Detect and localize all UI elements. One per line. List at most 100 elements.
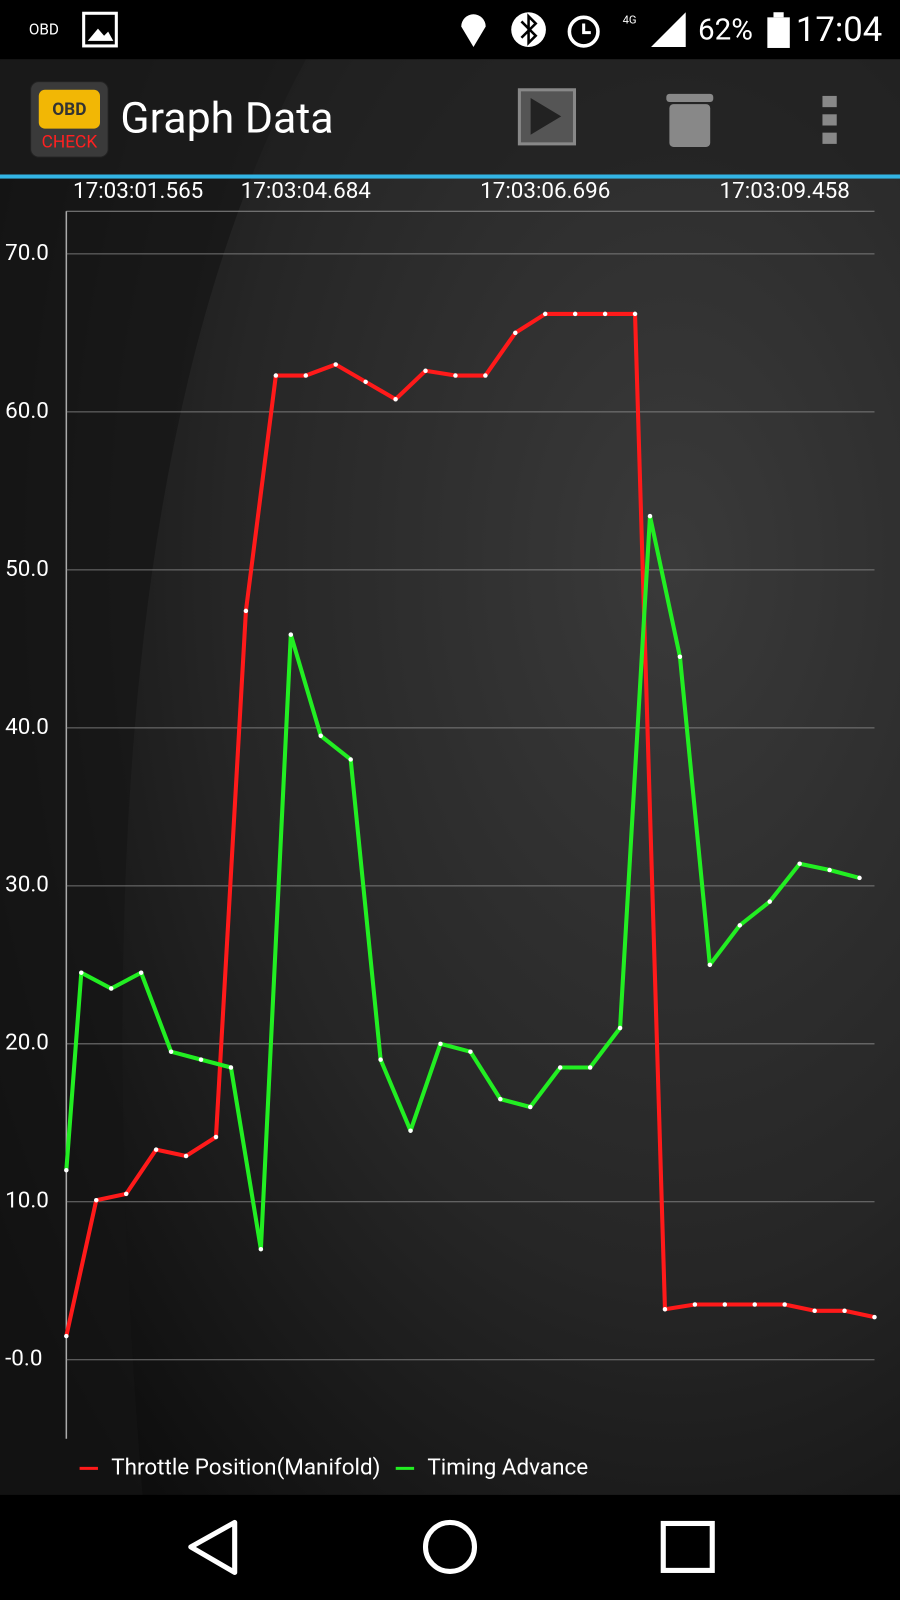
data-point bbox=[348, 757, 353, 762]
network-type: 4G bbox=[623, 13, 637, 26]
alarm-icon bbox=[567, 15, 600, 48]
battery-tip bbox=[773, 12, 784, 18]
data-point bbox=[408, 1128, 413, 1133]
data-point bbox=[557, 1065, 563, 1070]
data-point bbox=[183, 1153, 189, 1159]
play-button[interactable] bbox=[517, 88, 577, 146]
data-point bbox=[782, 1302, 787, 1307]
data-point bbox=[632, 311, 638, 317]
data-point bbox=[393, 396, 398, 402]
data-point bbox=[213, 1134, 219, 1140]
logo-bottom: CHECK bbox=[42, 132, 98, 152]
data-point bbox=[438, 1041, 443, 1047]
delete-lid bbox=[666, 93, 714, 103]
y-tick-label: 60.0 bbox=[5, 398, 49, 424]
data-point bbox=[168, 1049, 174, 1054]
play-symbol bbox=[530, 97, 562, 135]
data-point bbox=[468, 1049, 473, 1054]
y-tick-label: 50.0 bbox=[5, 556, 49, 582]
data-point bbox=[303, 373, 309, 378]
home-button[interactable] bbox=[422, 1519, 478, 1574]
x-tick-label: 17:03:01.565 bbox=[73, 178, 203, 204]
data-point bbox=[123, 1191, 129, 1197]
y-tick-label: -0.0 bbox=[5, 1346, 42, 1372]
menu-dot bbox=[822, 95, 837, 108]
background-shade bbox=[0, 59, 307, 1498]
menu-dot bbox=[822, 132, 837, 144]
y-tick-label: 70.0 bbox=[5, 240, 49, 266]
overflow-menu[interactable] bbox=[822, 95, 837, 144]
data-point bbox=[647, 513, 653, 519]
data-point bbox=[767, 899, 772, 904]
legend-label: Throttle Position(Manifold) bbox=[111, 1454, 380, 1480]
data-point bbox=[64, 1167, 69, 1173]
data-point bbox=[587, 1065, 593, 1070]
data-point bbox=[707, 962, 713, 968]
logo-engine bbox=[38, 89, 100, 129]
data-point bbox=[528, 1104, 533, 1110]
data-point bbox=[153, 1147, 159, 1152]
menu-dot bbox=[822, 114, 837, 126]
data-point bbox=[94, 1197, 99, 1203]
x-tick-label: 17:03:06.696 bbox=[480, 178, 610, 204]
x-tick-label: 17:03:09.458 bbox=[720, 178, 850, 204]
data-point bbox=[513, 330, 518, 336]
alarm-hands bbox=[582, 23, 591, 35]
data-point bbox=[812, 1308, 817, 1314]
navigation-bar bbox=[0, 1494, 900, 1600]
y-tick-label: 40.0 bbox=[5, 714, 49, 740]
app-bar-divider bbox=[0, 174, 900, 179]
delete-button[interactable] bbox=[669, 104, 711, 147]
data-point bbox=[498, 1096, 503, 1102]
data-point bbox=[288, 632, 294, 637]
data-point bbox=[842, 1308, 847, 1314]
data-point bbox=[108, 986, 114, 991]
location-icon bbox=[461, 14, 486, 47]
data-point bbox=[692, 1302, 698, 1307]
data-point bbox=[378, 1057, 383, 1062]
data-point bbox=[228, 1065, 234, 1070]
data-point bbox=[602, 311, 608, 317]
data-point bbox=[752, 1302, 758, 1307]
data-point bbox=[453, 373, 458, 378]
x-tick-label: 17:03:04.684 bbox=[241, 178, 372, 204]
data-point bbox=[857, 875, 862, 881]
data-point bbox=[662, 1306, 668, 1312]
data-point bbox=[797, 861, 802, 866]
app-bar bbox=[0, 59, 900, 176]
data-point bbox=[64, 1333, 69, 1339]
data-point bbox=[617, 1025, 623, 1031]
y-tick-label: 20.0 bbox=[5, 1030, 49, 1056]
data-point bbox=[483, 373, 488, 378]
data-point bbox=[198, 1057, 204, 1062]
image-icon bbox=[82, 11, 118, 48]
data-point bbox=[872, 1314, 877, 1320]
back-button[interactable] bbox=[188, 1519, 238, 1576]
data-point bbox=[273, 373, 279, 378]
status-bar bbox=[0, 0, 900, 60]
data-point bbox=[827, 867, 832, 873]
data-point bbox=[677, 654, 683, 659]
legend-label: Timing Advance bbox=[427, 1454, 588, 1480]
app-title: Graph Data bbox=[120, 94, 333, 144]
data-point bbox=[333, 362, 338, 367]
data-point bbox=[318, 733, 323, 738]
data-point bbox=[737, 923, 743, 928]
recents-button[interactable] bbox=[660, 1520, 715, 1573]
battery-percent: 62% bbox=[698, 13, 753, 47]
data-point bbox=[79, 970, 84, 975]
data-point bbox=[258, 1246, 264, 1252]
data-point bbox=[363, 379, 368, 385]
data-point bbox=[138, 970, 144, 975]
data-line bbox=[64, 311, 875, 1337]
data-point bbox=[722, 1302, 728, 1307]
clock: 17:04 bbox=[796, 10, 882, 50]
battery-icon bbox=[767, 17, 790, 48]
data-point bbox=[243, 608, 249, 614]
data-point bbox=[423, 368, 428, 374]
y-tick-label: 30.0 bbox=[5, 872, 49, 898]
y-tick-label: 10.0 bbox=[5, 1188, 49, 1214]
bluetooth-symbol bbox=[520, 13, 538, 46]
